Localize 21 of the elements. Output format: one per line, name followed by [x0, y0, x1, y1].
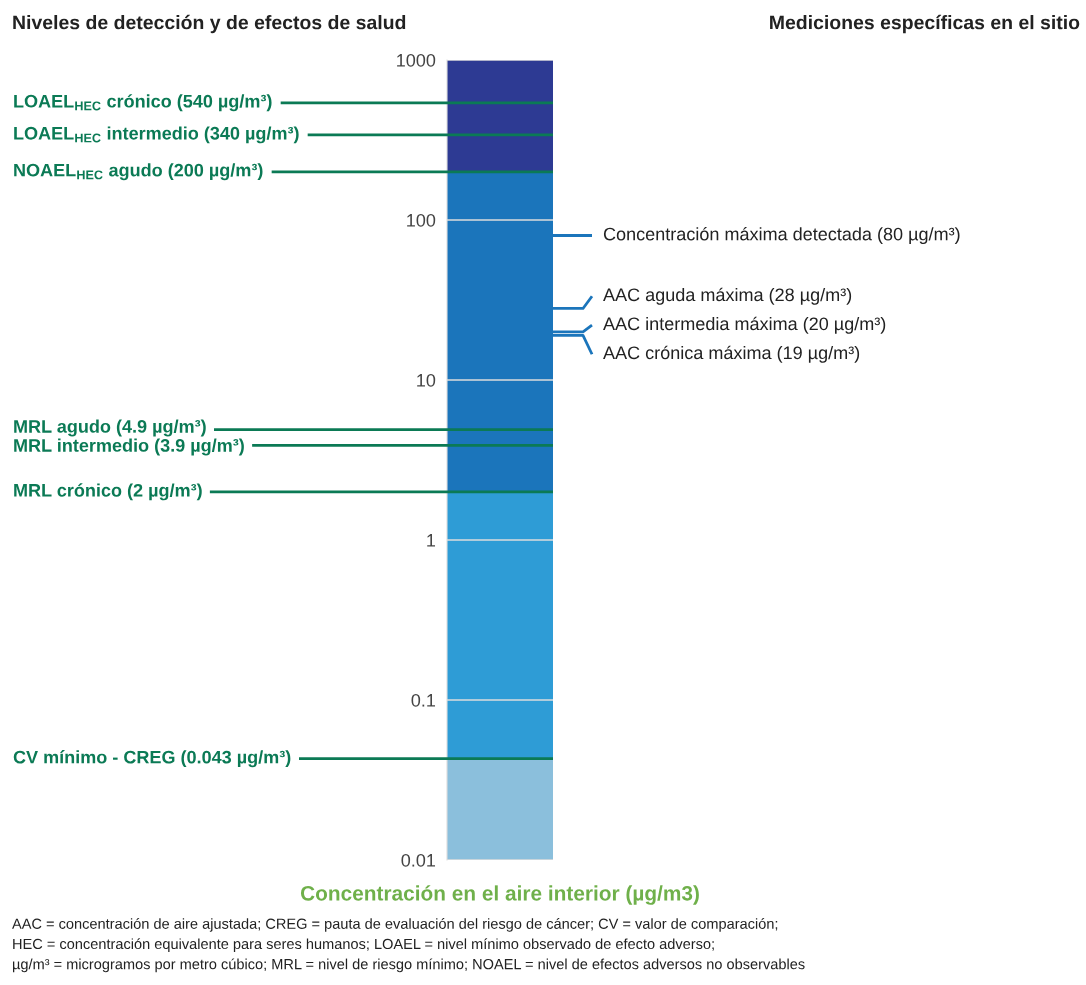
y-tick-label: 1: [427, 534, 436, 547]
ref-line-label: Concentración máxima detectada (80 µg/m³): [603, 226, 960, 245]
y-tick-label: 0.1: [411, 693, 436, 707]
ref-line-label: AAC crónica máxima (19 µg/m³): [603, 345, 860, 363]
y-tick-label: 0.01: [401, 853, 436, 867]
ref-line-label: MRL agudo (4.9 µg/m³): [14, 419, 206, 437]
ref-line-label: AAC aguda máxima (28 µg/m³): [603, 287, 852, 305]
ref-line-label: LOAEL$_{HEC}$ intermedio (340 µg/m³): [14, 126, 299, 144]
ref-line-label: AAC intermedia máxima (20 µg/m³): [603, 316, 886, 334]
y-tick-label: 100: [407, 213, 436, 227]
ref-line-label: NOAEL$_{HEC}$ agudo (200 µg/m³): [14, 163, 263, 181]
text: Mediciones específicas en el sitio: [770, 14, 1080, 34]
ref-line-label: MRL intermedio (3.9 µg/m³): [14, 438, 244, 456]
ref-line-label: LOAEL$_{HEC}$ crónico (540 µg/m³): [14, 94, 272, 112]
ref-line-label: CV mínimo - CREG (0.043 µg/m³): [13, 750, 291, 768]
x-axis-title: Concentración en el aire interior (µg/m3): [300, 885, 699, 905]
text: Niveles de detección y de efectos de salud: [13, 14, 406, 34]
ref-line-label: MRL crónico (2 µg/m³): [14, 483, 202, 501]
y-tick-label: 10: [417, 373, 436, 387]
y-tick-label: 1000: [397, 53, 436, 67]
text: AAC = concentración de aire ajustada; CREG = pauta de evaluación del riesgo de cáncer; CV = valor de comparación; HEC = concentración equivalente para seres humanos; LOAEL = nivel mínimo observado de efecto adverso; µg/m³ = microgramos por metro cúbico; MRL = nivel de riesgo mínimo; NOAEL = nivel de efectos adversos no observables: [12, 918, 805, 973]
